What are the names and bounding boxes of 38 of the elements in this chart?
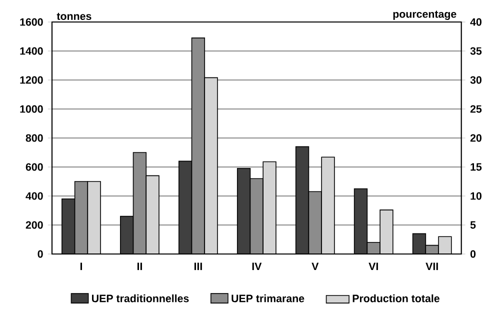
bar <box>236 168 251 254</box>
y2-tick-label: 40 <box>470 18 482 26</box>
y2-tick-label: 0 <box>470 250 476 258</box>
x-tick-label: VII <box>426 262 438 270</box>
y-tick-label: 400 <box>26 192 43 200</box>
y-axis-title: tonnes <box>56 12 92 20</box>
x-tick-label: III <box>194 262 202 270</box>
y2-tick-label: 15 <box>470 163 482 171</box>
y2-tick-label: 25 <box>470 105 482 113</box>
y-tick-label: 600 <box>26 163 43 171</box>
legend-label: Production totale <box>352 294 440 302</box>
x-tick-label: IV <box>252 262 262 270</box>
bar <box>380 210 394 254</box>
y2-axis-title: pourcentage <box>393 10 456 20</box>
y2-tick-label: 5 <box>470 221 476 229</box>
y-tick-label: 1400 <box>20 47 43 55</box>
x-tick-label: VI <box>368 262 378 270</box>
bar <box>178 160 192 254</box>
bar <box>412 233 426 254</box>
bar <box>62 198 76 254</box>
x-tick-label: II <box>137 262 142 270</box>
bar <box>120 216 134 254</box>
bar <box>354 188 368 254</box>
y2-tick-label: 30 <box>470 76 482 84</box>
y-tick-label: 0 <box>38 250 43 258</box>
legend-label: UEP traditionnelles <box>92 294 189 302</box>
bar <box>295 146 310 254</box>
y2-tick-label: 10 <box>470 192 482 200</box>
y-tick-label: 1000 <box>20 105 43 113</box>
x-tick-label: V <box>312 262 319 270</box>
y-tick-label: 1600 <box>20 18 43 26</box>
y2-tick-label: 35 <box>470 47 482 55</box>
legend-label: UEP trimarane <box>232 294 304 302</box>
y-tick-label: 800 <box>26 134 43 142</box>
y-tick-label: 1200 <box>20 76 43 84</box>
x-tick-label: I <box>80 262 82 270</box>
y-tick-label: 200 <box>26 221 43 229</box>
y2-tick-label: 20 <box>470 134 482 142</box>
